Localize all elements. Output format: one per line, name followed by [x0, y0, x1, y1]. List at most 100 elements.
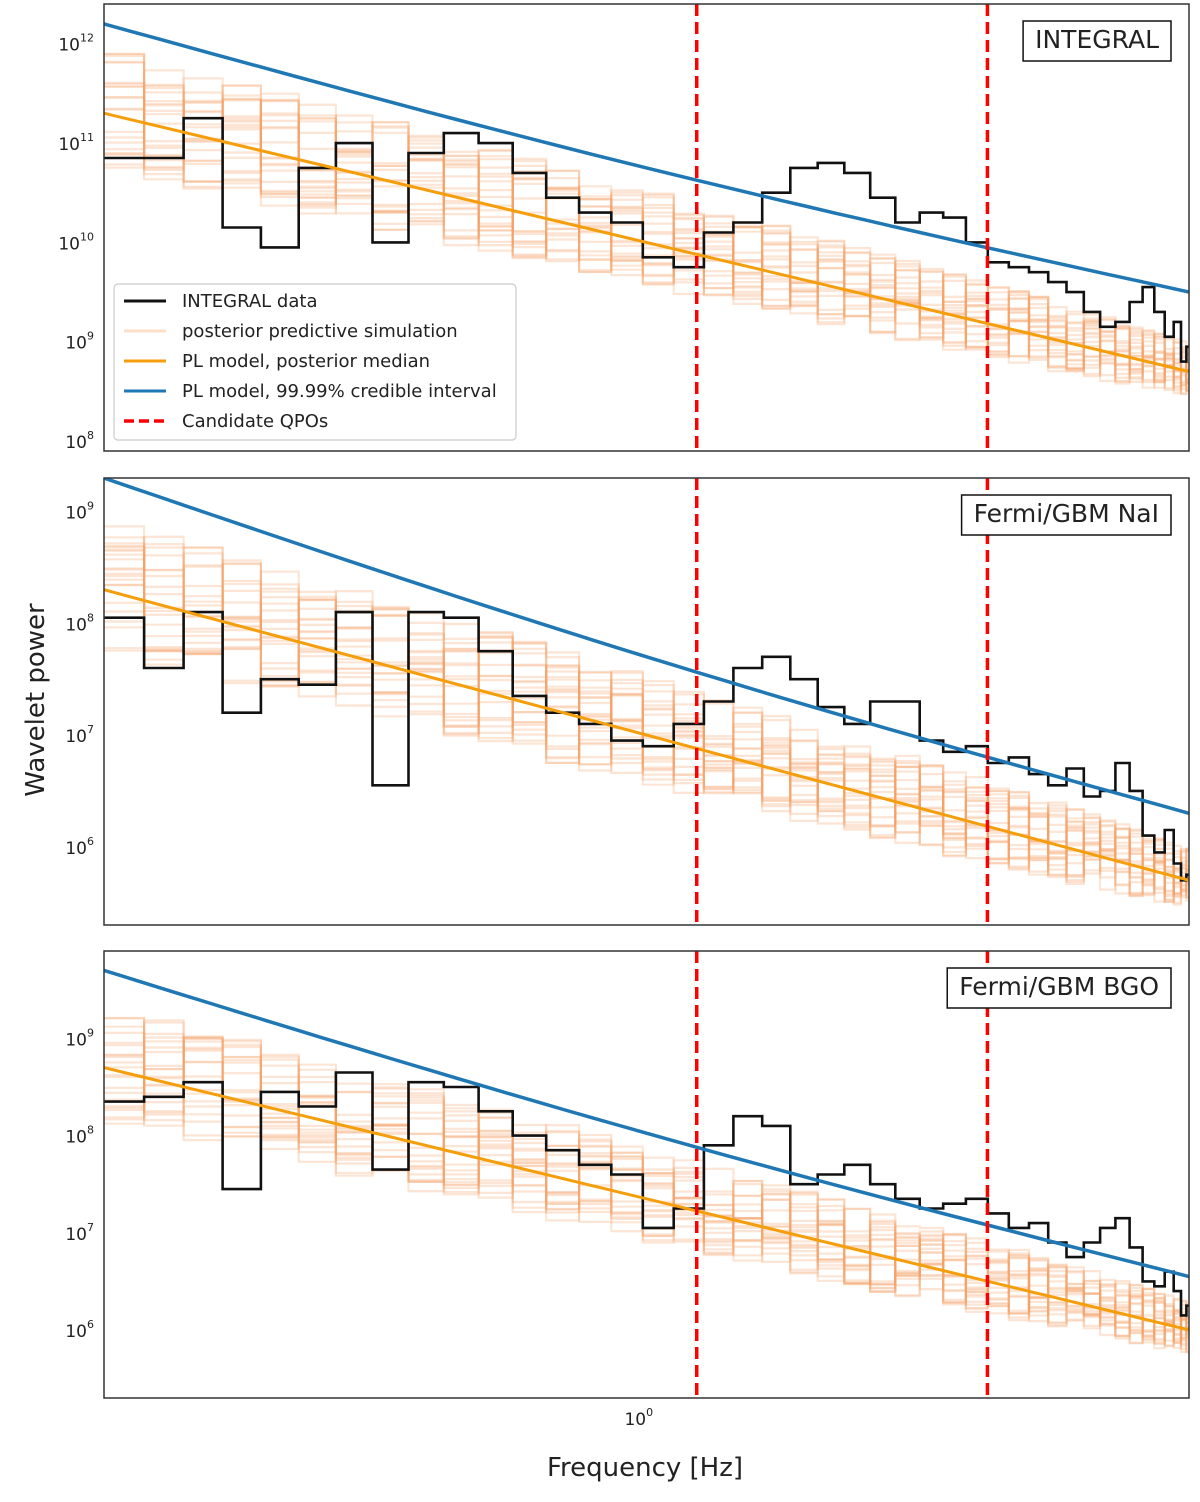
simulation-line	[104, 85, 1189, 390]
x-axis: 100	[624, 1406, 653, 1430]
panel-2: 106 107 108 109 Fermi/GBM NaI	[65, 477, 1190, 926]
panel-frame	[103, 3, 1190, 452]
panel-1: 108 109 1010 1011 1012 INTEGRAL	[58, 3, 1190, 453]
interval-line	[104, 22, 1189, 294]
simulation-line	[104, 1045, 1189, 1341]
y-tick-label: 107	[65, 1221, 94, 1245]
simulation-line	[104, 98, 1189, 396]
panel-label-box	[946, 967, 1172, 1009]
interval-line	[104, 968, 1189, 1279]
plot-area	[104, 478, 1189, 906]
x-tick-label: 100	[624, 1406, 653, 1430]
simulation-line	[104, 97, 1189, 385]
simulation-line	[104, 536, 1189, 896]
simulation-line	[104, 553, 1189, 896]
simulation-line	[104, 1037, 1189, 1331]
simulation-line	[104, 558, 1189, 891]
simulation-line	[104, 1053, 1189, 1353]
y-axis-label: Wavelet power	[21, 603, 51, 797]
simulation-line	[104, 1068, 1189, 1342]
simulation-line	[104, 609, 1189, 898]
simulation-line	[104, 546, 1189, 897]
simulation-line	[104, 69, 1189, 381]
simulation-line	[104, 1046, 1189, 1353]
simulation-line	[104, 60, 1189, 385]
plot-panels: 108 109 1010 1011 1012 INTEGRAL 106 107 108 109 Fe…	[58, 3, 1190, 1399]
simulation-line	[104, 578, 1189, 891]
simulation-line	[104, 546, 1189, 899]
plot-area	[104, 968, 1189, 1354]
plot-area	[104, 22, 1189, 396]
simulation-line	[104, 584, 1189, 899]
panel-frame	[103, 477, 1190, 926]
simulation-line	[104, 52, 1189, 375]
simulation-line	[104, 99, 1189, 389]
median-line	[104, 111, 1189, 373]
simulation-line	[104, 1038, 1189, 1348]
legend-box	[113, 283, 517, 441]
simulation-line	[104, 81, 1189, 395]
simulation-line	[104, 91, 1189, 393]
simulation-line	[104, 61, 1189, 383]
simulation-line	[104, 1031, 1189, 1340]
simulation-line	[104, 84, 1189, 384]
data-line	[104, 116, 1189, 363]
y-tick-label: 107	[65, 723, 94, 747]
y-tick-label: 1012	[58, 32, 94, 56]
y-tick-label: 108	[65, 611, 94, 635]
simulation-line	[104, 544, 1189, 906]
y-tick-label: 108	[65, 1124, 94, 1148]
simulation-line	[104, 1037, 1189, 1342]
simulation-line	[104, 1021, 1189, 1345]
simulation-line	[104, 546, 1189, 897]
simulation-line	[104, 85, 1189, 390]
simulation-line	[104, 1036, 1189, 1342]
interval-line	[104, 478, 1189, 815]
simulation-line	[104, 99, 1189, 380]
simulation-line	[104, 590, 1189, 892]
simulation-line	[104, 595, 1189, 897]
simulation-line	[104, 1035, 1189, 1347]
simulation-line	[104, 1036, 1189, 1350]
simulation-line	[104, 1025, 1189, 1347]
y-tick-label: 109	[65, 1026, 94, 1050]
simulation-line	[104, 53, 1189, 382]
median-line	[104, 1066, 1189, 1332]
y-tick-label: 1010	[58, 230, 94, 254]
x-axis-label: Frequency [Hz]	[547, 1453, 743, 1483]
simulation-line	[104, 1074, 1189, 1350]
simulation-line	[104, 554, 1189, 903]
simulation-line	[104, 54, 1189, 392]
panel-label: Fermi/GBM NaI	[974, 499, 1159, 528]
median-line	[104, 588, 1189, 882]
data-line	[104, 610, 1189, 882]
panel-frame	[103, 950, 1190, 1399]
data-line	[104, 1071, 1189, 1317]
simulation-line	[104, 585, 1189, 904]
panel-label: Fermi/GBM BGO	[959, 972, 1159, 1001]
simulation-line	[104, 1041, 1189, 1345]
y-tick-label: 109	[65, 330, 94, 354]
simulation-line	[104, 100, 1189, 385]
y-tick-label: 1011	[58, 131, 94, 155]
legend: INTEGRAL data posterior predictive simula…	[113, 283, 517, 441]
panel-3: 106 107 108 109 Fermi/GBM BGO	[65, 950, 1190, 1399]
simulation-line	[104, 82, 1189, 381]
simulation-line	[104, 535, 1189, 894]
simulation-line	[104, 525, 1189, 896]
panel-label-box	[960, 494, 1172, 536]
simulation-line	[104, 1017, 1189, 1349]
y-tick-label: 109	[65, 500, 94, 524]
simulation-line	[104, 91, 1189, 391]
y-tick-label: 106	[65, 835, 94, 859]
y-tick-label: 106	[65, 1318, 94, 1342]
simulation-line	[104, 562, 1189, 895]
y-tick-label: 108	[65, 429, 94, 453]
simulation-line	[104, 1061, 1189, 1333]
simulation-line	[104, 1032, 1189, 1354]
legend-label: PL model, 99.99% credible interval	[182, 381, 497, 402]
legend-label: INTEGRAL data	[182, 291, 317, 312]
simulation-line	[104, 584, 1189, 901]
simulation-line	[104, 1040, 1189, 1345]
